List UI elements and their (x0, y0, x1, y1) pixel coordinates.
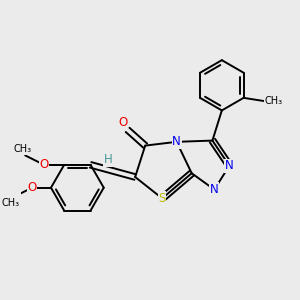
Text: H: H (103, 153, 112, 166)
Text: O: O (39, 158, 49, 171)
Text: N: N (172, 135, 181, 148)
Text: S: S (158, 192, 166, 205)
Text: N: N (225, 159, 234, 172)
Text: O: O (118, 116, 127, 129)
Text: CH₃: CH₃ (13, 144, 31, 154)
Text: CH₃: CH₃ (1, 198, 19, 208)
Text: O: O (28, 181, 37, 194)
Text: CH₃: CH₃ (264, 96, 282, 106)
Text: N: N (210, 183, 219, 196)
